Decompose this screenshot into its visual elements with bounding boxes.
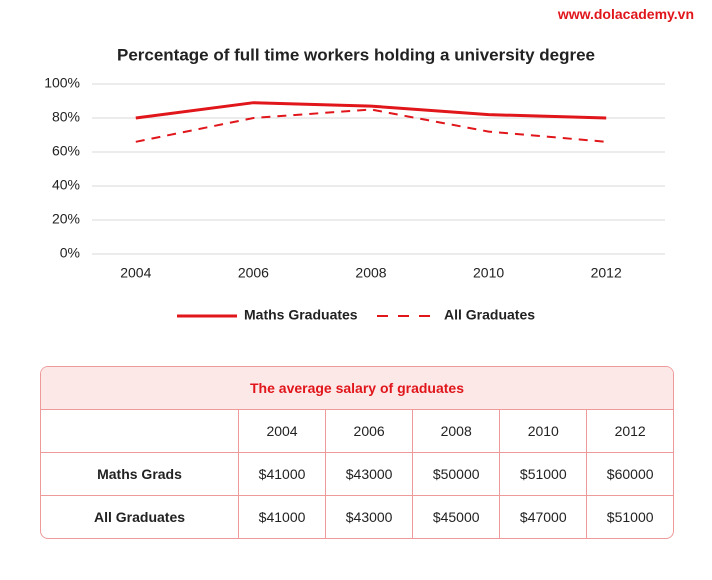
column-header: 2004 (237, 409, 327, 453)
column-header: 2008 (412, 409, 501, 453)
y-tick-label: 100% (44, 75, 80, 91)
cell: $45000 (412, 495, 501, 538)
corner-cell (41, 409, 239, 453)
chart: Percentage of full time workers holding … (44, 45, 665, 323)
y-tick-label: 0% (60, 245, 80, 261)
y-tick-label: 20% (52, 211, 80, 227)
x-tick-label: 2008 (355, 265, 386, 281)
table: The average salary of graduates 2004 200… (41, 367, 673, 538)
y-tick-label: 80% (52, 109, 80, 125)
x-tick-label: 2012 (591, 265, 622, 281)
cell: $51000 (586, 495, 673, 538)
x-tick-label: 2004 (120, 265, 151, 281)
legend-label: All Graduates (444, 307, 535, 323)
y-tick-label: 60% (52, 143, 80, 159)
column-header: 2012 (586, 409, 673, 453)
cell: $43000 (325, 495, 414, 538)
cell: $50000 (412, 452, 501, 496)
site-link: www.dolacademy.vn (557, 6, 694, 22)
column-header: 2006 (325, 409, 414, 453)
cell: $41000 (237, 495, 327, 538)
y-tick-label: 40% (52, 177, 80, 193)
cell: $60000 (586, 452, 673, 496)
x-tick-label: 2010 (473, 265, 504, 281)
cell: $51000 (499, 452, 588, 496)
series-line (135, 108, 607, 143)
series-line (135, 101, 607, 120)
chart-title: Percentage of full time workers holding … (117, 45, 595, 64)
salary-table: The average salary of graduates 2004 200… (40, 366, 674, 539)
x-tick-label: 2006 (238, 265, 269, 281)
cell: $43000 (325, 452, 414, 496)
row-label: All Graduates (41, 495, 239, 538)
cell: $41000 (237, 452, 327, 496)
cell: $47000 (499, 495, 588, 538)
legend-label: Maths Graduates (244, 307, 358, 323)
column-header: 2010 (499, 409, 588, 453)
row-label: Maths Grads (41, 452, 239, 496)
table-title: The average salary of graduates (41, 367, 673, 410)
